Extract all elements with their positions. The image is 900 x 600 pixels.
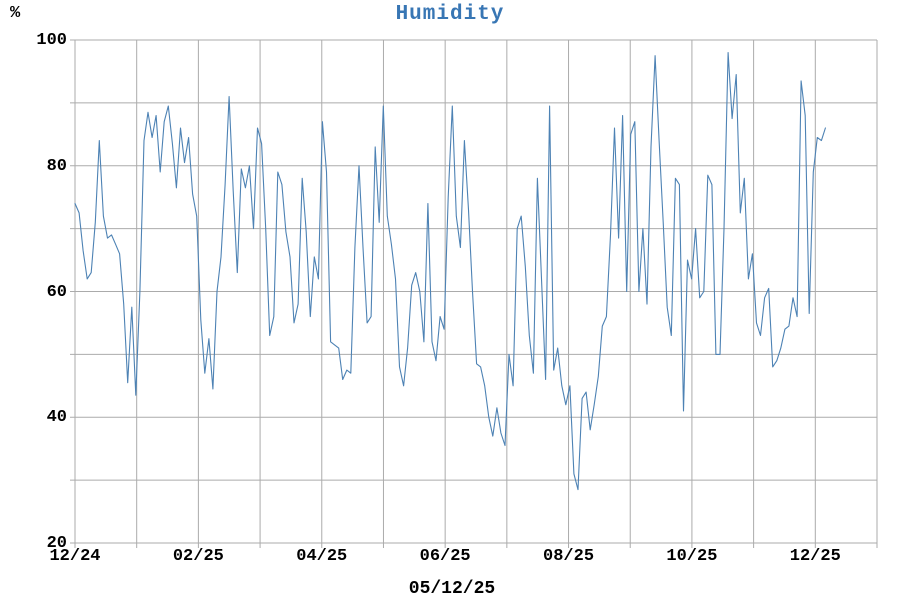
x-tick-label: 08/25 [543,547,595,566]
x-tick-label: 02/25 [172,547,224,566]
grid [70,39,878,548]
humidity-line [74,52,826,491]
x-tick-label: 04/25 [296,547,348,566]
x-tick-label: 12/24 [49,547,101,566]
x-tick-label: 06/25 [419,547,471,566]
chart-title: Humidity [395,3,505,26]
y-tick-label: 20 [46,534,67,553]
x-tick-label: 12/25 [789,547,841,566]
y-tick-label: 80 [46,156,67,176]
footer-date-label: 05/12/25 [408,579,496,599]
y-axis-unit-label: % [10,4,21,23]
y-tick-label: 100 [36,31,67,50]
y-tick-label: 60 [46,282,67,302]
y-tick-label: 40 [46,408,67,428]
x-tick-label: 10/25 [666,547,718,566]
